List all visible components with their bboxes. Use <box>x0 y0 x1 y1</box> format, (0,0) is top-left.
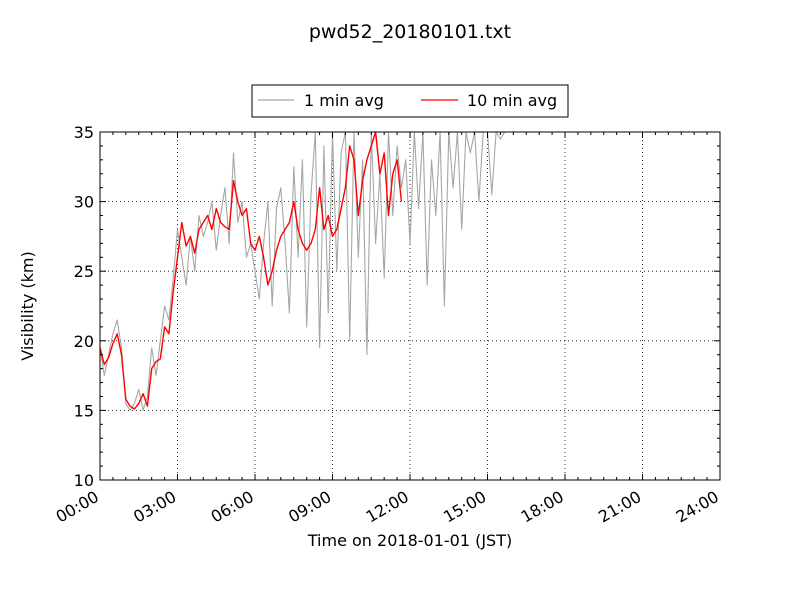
series-line-10min <box>99 131 403 410</box>
x-tick-label: 21:00 <box>595 487 644 527</box>
y-tick-label: 35 <box>74 123 94 142</box>
x-tick-label: 15:00 <box>440 487 489 527</box>
legend-label-10min: 10 min avg <box>467 91 557 110</box>
grid <box>100 132 720 480</box>
x-tick-label: 24:00 <box>673 487 722 527</box>
chart-title: pwd52_20180101.txt <box>309 21 511 43</box>
y-tick-label: 15 <box>74 401 94 420</box>
legend: 1 min avg 10 min avg <box>251 84 569 118</box>
x-axis-label: Time on 2018-01-01 (JST) <box>307 531 512 550</box>
y-tick-label: 20 <box>74 332 94 351</box>
x-tick-label: 00:00 <box>53 487 102 527</box>
y-axis: 10 15 20 25 30 35 <box>74 123 720 490</box>
x-tick-label: 06:00 <box>208 487 257 527</box>
x-tick-label: 03:00 <box>130 487 179 527</box>
x-tick-label: 18:00 <box>518 487 567 527</box>
legend-label-1min: 1 min avg <box>304 91 384 110</box>
y-axis-label: Visibility (km) <box>18 251 37 360</box>
series-line-1min <box>99 131 527 411</box>
x-tick-label: 12:00 <box>363 487 412 527</box>
y-tick-label: 30 <box>74 193 94 212</box>
y-tick-label: 25 <box>74 262 94 281</box>
y-tick-label: 10 <box>74 471 94 490</box>
legend-box <box>251 84 569 118</box>
plot-area <box>99 131 527 411</box>
x-tick-label: 09:00 <box>285 487 334 527</box>
series-layer <box>99 131 527 411</box>
